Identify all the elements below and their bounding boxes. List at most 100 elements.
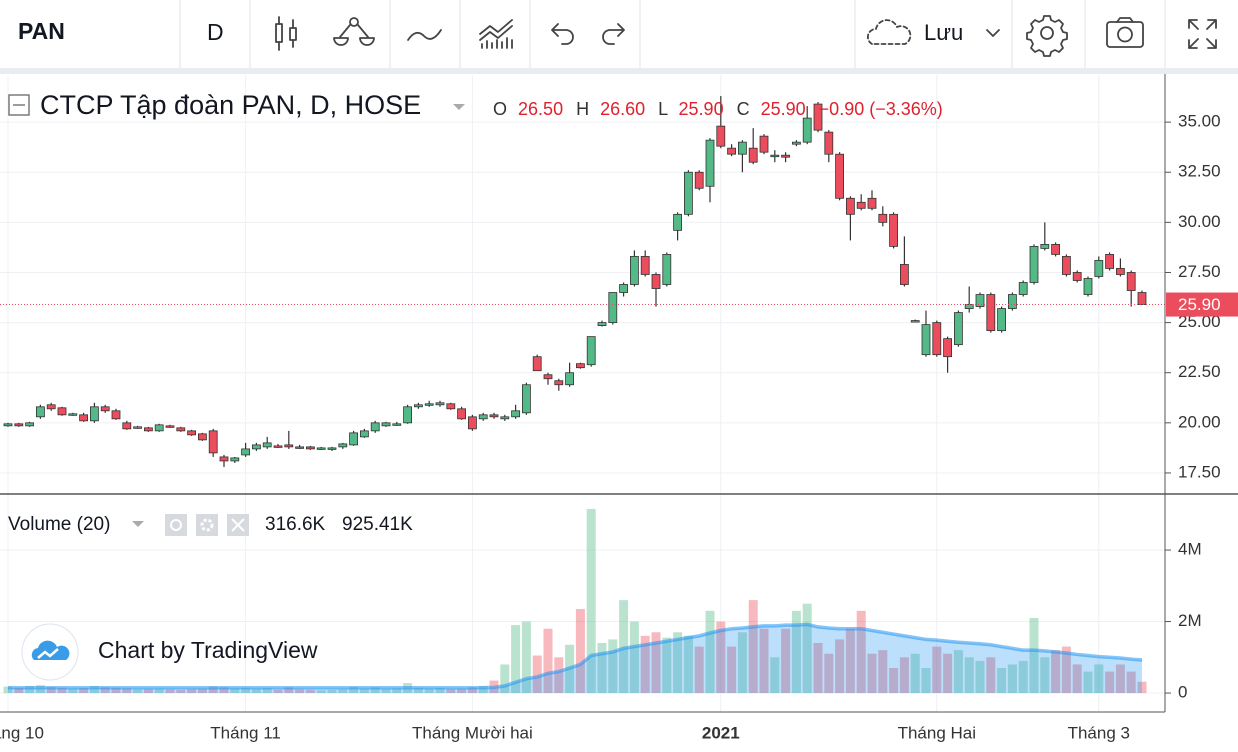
candle-body [586, 336, 596, 366]
volume-bar [230, 688, 240, 694]
volume-bar [694, 646, 704, 694]
save-menu[interactable] [986, 29, 1000, 37]
templates-icon[interactable] [479, 19, 513, 49]
candle-body [111, 410, 121, 420]
interval[interactable]: D [207, 19, 224, 45]
volume-bar [219, 687, 229, 694]
candle-body [565, 372, 574, 386]
candle-body [727, 147, 736, 155]
volume-bar [111, 687, 121, 694]
undo-icon[interactable] [551, 23, 574, 45]
candle-body [1094, 260, 1104, 277]
volume-bar [89, 685, 99, 694]
volume-bar [187, 689, 197, 694]
volume-bar [1137, 681, 1147, 694]
fullscreen-icon[interactable] [1188, 19, 1217, 49]
ohlc-key: O [493, 99, 507, 119]
compare-icon[interactable] [407, 29, 442, 41]
volume-bar [424, 688, 434, 694]
ohlc-key: L [658, 99, 668, 119]
title-menu[interactable] [453, 104, 465, 110]
volume-bar [845, 628, 855, 694]
volume-bar [327, 689, 337, 694]
chart [0, 74, 1238, 713]
candle-body [1083, 278, 1093, 295]
ohlc-key: H [576, 99, 589, 119]
snapshot-icon[interactable] [1106, 17, 1144, 48]
candle-body [370, 422, 380, 432]
volume-bar [802, 603, 812, 694]
candle-body [251, 444, 261, 450]
candles-icon[interactable] [275, 16, 297, 51]
y-tick-label: 27.50 [1178, 262, 1221, 281]
volume-bar [910, 653, 920, 694]
candle-body [305, 446, 315, 450]
volume-bar [176, 689, 186, 694]
volume-bar [370, 687, 380, 694]
volume-bar [143, 689, 153, 694]
indicators-icon[interactable] [333, 17, 375, 46]
volume-bar [500, 664, 510, 694]
volume-bar [770, 657, 780, 694]
volume-bar [878, 650, 888, 694]
candle-body [403, 406, 413, 424]
volume-bar [953, 650, 963, 694]
candle-body [554, 380, 564, 386]
candle-body [770, 154, 780, 158]
volume-bar [435, 688, 445, 694]
candle-body [1105, 254, 1114, 269]
candle-body [716, 125, 726, 147]
watermark: Chart by TradingView [21, 623, 318, 681]
candle-body [435, 402, 445, 406]
candle-body [608, 292, 618, 323]
candle-body [954, 312, 963, 346]
candle-body [1137, 292, 1147, 305]
redo-icon[interactable] [602, 23, 625, 45]
volume-bar [1083, 671, 1093, 694]
settings-button[interactable] [196, 514, 218, 536]
candle-body [457, 408, 467, 420]
candle-body [813, 103, 823, 131]
candle-body [133, 426, 143, 429]
candle-body [684, 171, 693, 215]
volume-bar [543, 628, 553, 694]
volume-bar [349, 686, 359, 694]
legend: CTCP Tập đoàn PAN, D, HOSE O 26.50 H 26.… [0, 90, 1238, 742]
candle-body [327, 447, 337, 450]
candle-body [165, 425, 175, 428]
candle-body [295, 446, 305, 449]
candle-body [522, 384, 531, 414]
cloud-icon[interactable] [866, 19, 912, 45]
candle-body [68, 413, 78, 416]
visibility-button[interactable] [165, 514, 187, 536]
volume-bar [316, 690, 326, 694]
volume-bar [975, 660, 985, 694]
y-tick-label: 25.00 [1178, 312, 1221, 331]
candle-body [846, 197, 855, 215]
candle-body [705, 139, 715, 187]
x-tick-label: Tháng 3 [1068, 723, 1130, 742]
volume-bar [25, 685, 35, 694]
volume-bar [943, 653, 953, 694]
volume-menu[interactable] [132, 521, 144, 527]
x-tick-label: Tháng Hai [898, 723, 976, 742]
watermark-text: Chart by TradingView [98, 637, 318, 663]
volume-bar [532, 655, 542, 694]
candle-body [176, 427, 186, 432]
volume-bar [1061, 646, 1071, 694]
candle-body [1018, 282, 1028, 295]
candle-body [997, 308, 1006, 332]
grid [0, 75, 1165, 712]
candle-body [381, 422, 391, 427]
volume-value: 316.6K [265, 514, 326, 535]
settings-icon[interactable] [1026, 15, 1068, 57]
volume-bar [46, 686, 56, 694]
watermark-logo-line [37, 648, 59, 659]
candle-body [1008, 294, 1017, 309]
volume-bar [932, 646, 942, 694]
symbol[interactable]: PAN [18, 18, 65, 44]
volume-bar [446, 689, 456, 694]
candle-body [694, 171, 704, 189]
save-button[interactable]: Lưu [924, 20, 963, 45]
volume-bar [521, 621, 531, 694]
